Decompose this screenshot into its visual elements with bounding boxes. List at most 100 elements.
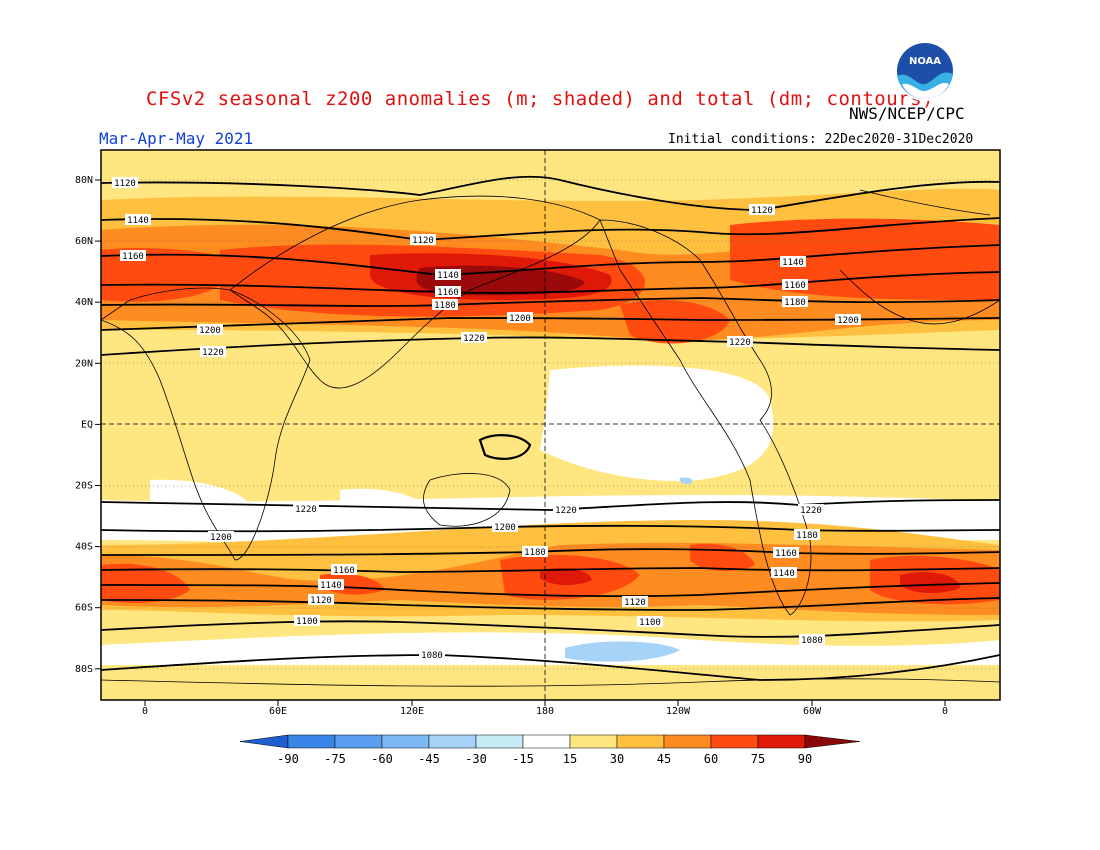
contour-label: 1140 bbox=[780, 256, 806, 268]
colorbar-tick-label: -45 bbox=[418, 752, 440, 766]
contour-label: 1200 bbox=[507, 312, 533, 324]
svg-text:1120: 1120 bbox=[624, 598, 646, 608]
lon-label: 120E bbox=[400, 706, 424, 717]
svg-text:1120: 1120 bbox=[751, 206, 773, 216]
colorbar-high-arrow bbox=[804, 734, 861, 749]
reference-lines bbox=[101, 150, 1000, 700]
lat-label: 80N bbox=[75, 175, 93, 186]
lat-label: EQ bbox=[81, 419, 93, 430]
colorbar-segment bbox=[475, 734, 524, 749]
colorbar-segment bbox=[287, 734, 336, 749]
colorbar-segment bbox=[616, 734, 665, 749]
svg-text:1200: 1200 bbox=[199, 326, 221, 336]
contour-label: 1220 bbox=[293, 503, 319, 515]
longitude-labels: 0 60E 120E 180 120W 60W 0 bbox=[142, 700, 948, 717]
lat-label: 80S bbox=[75, 664, 93, 675]
svg-text:1120: 1120 bbox=[310, 596, 332, 606]
contour-label: 1180 bbox=[782, 296, 808, 308]
contour-label: 1220 bbox=[200, 346, 226, 358]
contour-label: 1120 bbox=[112, 177, 138, 189]
contour-label: 1120 bbox=[308, 594, 334, 606]
contour-label: 1140 bbox=[771, 567, 797, 579]
svg-text:1160: 1160 bbox=[784, 281, 806, 291]
svg-text:1220: 1220 bbox=[555, 506, 577, 516]
svg-text:1140: 1140 bbox=[773, 569, 795, 579]
contour-label: 1080 bbox=[799, 634, 825, 646]
contour-label: 1160 bbox=[782, 279, 808, 291]
contour-label: 1180 bbox=[794, 529, 820, 541]
noaa-logo-icon: NOAA bbox=[895, 41, 955, 101]
lon-label: 120W bbox=[666, 706, 691, 717]
svg-text:1200: 1200 bbox=[509, 314, 531, 324]
height-contours bbox=[101, 175, 1000, 681]
contour-label: 1100 bbox=[294, 615, 320, 627]
svg-text:1220: 1220 bbox=[295, 505, 317, 515]
colorbar-segment bbox=[428, 734, 477, 749]
svg-text:1140: 1140 bbox=[437, 271, 459, 281]
svg-text:1200: 1200 bbox=[210, 533, 232, 543]
svg-text:1200: 1200 bbox=[494, 523, 516, 533]
contour-label: 1160 bbox=[331, 564, 357, 576]
svg-text:1160: 1160 bbox=[437, 288, 459, 298]
colorbar-segment bbox=[381, 734, 430, 749]
lat-label: 20N bbox=[75, 358, 93, 369]
colorbar-tick-label: 30 bbox=[609, 752, 625, 766]
chart-title: CFSv2 seasonal z200 anomalies (m; shaded… bbox=[146, 88, 934, 110]
svg-text:1220: 1220 bbox=[202, 348, 224, 358]
lon-label: 180 bbox=[536, 706, 554, 717]
contour-label: 1200 bbox=[197, 324, 223, 336]
contour-labels: 1120 1140 1160 1120 1140 1160 1180 1200 1220 1120… bbox=[112, 177, 861, 661]
latitude-labels: 80N 60N 40N 20N EQ 20S 40S 60S 80S bbox=[75, 175, 101, 675]
svg-text:1100: 1100 bbox=[296, 617, 318, 627]
colorbar-tick-label: -60 bbox=[371, 752, 393, 766]
svg-text:1140: 1140 bbox=[127, 216, 149, 226]
lon-label: 60W bbox=[803, 706, 822, 717]
colorbar-tick-label: -75 bbox=[324, 752, 346, 766]
colorbar bbox=[239, 734, 861, 749]
contour-label: 1120 bbox=[749, 204, 775, 216]
svg-text:1200: 1200 bbox=[837, 316, 859, 326]
lat-label: 60N bbox=[75, 236, 93, 247]
svg-text:1220: 1220 bbox=[729, 338, 751, 348]
agency-label: NWS/NCEP/CPC bbox=[849, 104, 965, 123]
svg-text:1180: 1180 bbox=[434, 301, 456, 311]
svg-text:1220: 1220 bbox=[463, 334, 485, 344]
colorbar-tick-label: -30 bbox=[465, 752, 487, 766]
lat-label: 60S bbox=[75, 603, 93, 614]
contour-label: 1200 bbox=[835, 314, 861, 326]
lon-label: 0 bbox=[142, 706, 148, 717]
contour-label: 1200 bbox=[208, 531, 234, 543]
colorbar-tick-label: -15 bbox=[512, 752, 534, 766]
contour-label: 1140 bbox=[318, 579, 344, 591]
contour-label: 1180 bbox=[522, 546, 548, 558]
svg-text:1140: 1140 bbox=[782, 258, 804, 268]
lat-label: 40S bbox=[75, 542, 93, 553]
colorbar-tick-label: 45 bbox=[656, 752, 672, 766]
colorbar-segment bbox=[757, 734, 806, 749]
svg-text:1180: 1180 bbox=[524, 548, 546, 558]
map-frame bbox=[100, 149, 1001, 701]
contour-label: 1180 bbox=[432, 299, 458, 311]
contour-label: 1100 bbox=[637, 616, 663, 628]
svg-text:1220: 1220 bbox=[800, 506, 822, 516]
colorbar-segment bbox=[522, 734, 571, 749]
contour-label: 1140 bbox=[125, 214, 151, 226]
lon-label: 60E bbox=[269, 706, 287, 717]
contour-label: 1220 bbox=[727, 336, 753, 348]
contour-label: 1120 bbox=[410, 234, 436, 246]
colorbar-tick-label: 90 bbox=[797, 752, 813, 766]
lon-label: 0 bbox=[942, 706, 948, 717]
colorbar-segment bbox=[569, 734, 618, 749]
contour-label: 1200 bbox=[492, 521, 518, 533]
svg-text:1100: 1100 bbox=[639, 618, 661, 628]
colorbar-segment bbox=[663, 734, 712, 749]
colorbar-segment bbox=[334, 734, 383, 749]
svg-text:1140: 1140 bbox=[320, 581, 342, 591]
contour-label: 1160 bbox=[120, 250, 146, 262]
colorbar-segment bbox=[710, 734, 759, 749]
svg-text:1120: 1120 bbox=[114, 179, 136, 189]
contour-label: 1220 bbox=[798, 504, 824, 516]
svg-text:1120: 1120 bbox=[412, 236, 434, 246]
contour-label: 1120 bbox=[622, 596, 648, 608]
